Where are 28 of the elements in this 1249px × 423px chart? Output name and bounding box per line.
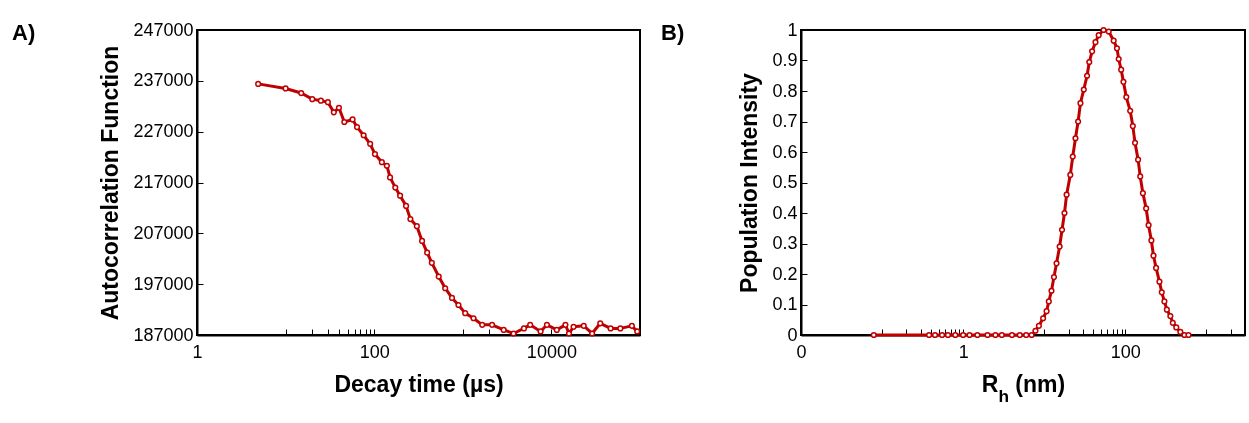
y-tick-label: 187000 [133, 324, 194, 345]
y-tick-label: 0.2 [772, 263, 798, 284]
y-tick-label: 237000 [133, 70, 194, 91]
y-tick-label: 227000 [133, 121, 194, 142]
y-tick-label: 0.1 [772, 294, 798, 314]
y-axis-title: Population Intensity [736, 72, 763, 293]
x-axis-title: Decay time (µs) [334, 370, 504, 397]
y-axis-title: Autocorrelation Function [97, 45, 124, 321]
y-tick-label: 0.3 [772, 233, 798, 253]
x-tick-label: 100 [1110, 341, 1141, 362]
y-tick-label: 0 [787, 324, 798, 345]
y-tick-label: 0.6 [772, 141, 798, 162]
y-tick-label: 1 [787, 19, 798, 40]
y-tick-label: 0.8 [772, 80, 798, 101]
y-tick-label: 247000 [133, 19, 194, 40]
chart-title: A) [12, 20, 36, 45]
y-tick-label: 0.5 [772, 172, 798, 192]
y-tick-label: 217000 [133, 172, 194, 192]
y-tick-label: 0.9 [772, 50, 798, 70]
x-tick-label: 100 [359, 341, 390, 362]
x-tick-label: 1 [958, 341, 969, 362]
y-tick-label: 197000 [133, 273, 194, 294]
y-tick-label: 207000 [133, 222, 194, 243]
y-tick-label: 0.4 [772, 202, 798, 223]
chart-title: B) [661, 20, 685, 45]
x-axis-title: R$_{h}$ (nm) [981, 370, 1066, 406]
y-tick-label: 0.7 [772, 111, 798, 131]
x-tick-label: 10000 [526, 341, 577, 362]
